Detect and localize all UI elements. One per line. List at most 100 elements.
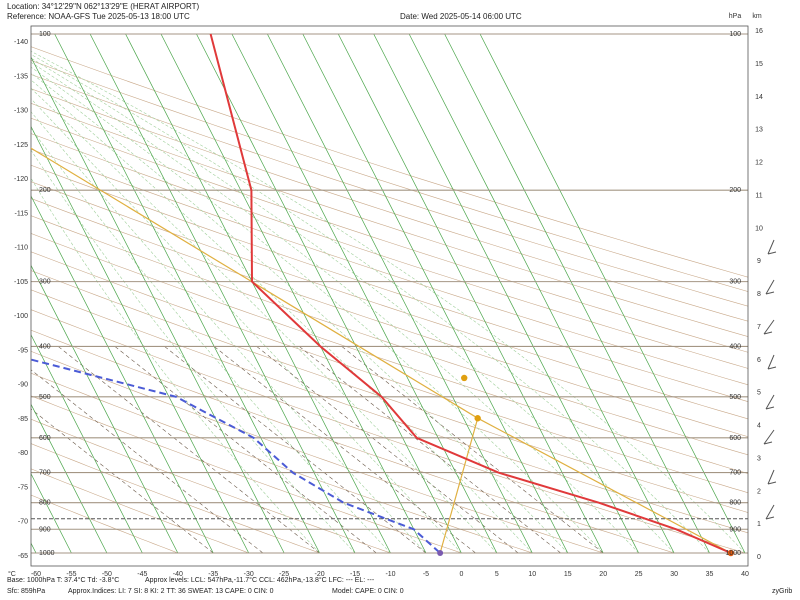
footer-levels: Approx levels: LCL: 547hPa,-11.7°C CCL: … <box>145 577 375 584</box>
height-tick-label: 5 <box>757 390 761 397</box>
height-tick-label: 6 <box>757 357 761 364</box>
dry-adiabat <box>31 46 748 278</box>
x-tick-label: 40 <box>741 571 749 578</box>
moist-adiabat <box>31 72 569 554</box>
wind-barb <box>763 319 775 335</box>
mixing-ratio-lines <box>31 346 604 554</box>
x-tick-label: -10 <box>385 571 395 578</box>
isotherm-line <box>444 33 710 554</box>
x-tick-label: -55 <box>66 571 76 578</box>
x-tick-label: -25 <box>279 571 289 578</box>
dry-adiabat <box>31 309 746 554</box>
x-tick-label: 20 <box>599 571 607 578</box>
date-label: Date: Wed 2025-05-14 06:00 UTC <box>400 12 522 21</box>
dry-adiabat <box>31 350 604 554</box>
wind-barb <box>765 394 775 410</box>
dry-adiabat <box>31 418 391 554</box>
dry-adiabats <box>31 46 748 554</box>
moist-adiabat <box>31 87 498 554</box>
x-tick-label: 25 <box>635 571 643 578</box>
isotherm-line <box>231 33 498 554</box>
x-tick-label: -35 <box>208 571 218 578</box>
left-temp-tick: -75 <box>18 484 28 491</box>
moist-adiabat <box>31 111 427 554</box>
height-tick-label: 13 <box>755 127 763 134</box>
height-tick-label: 4 <box>757 423 761 430</box>
pressure-label-right: 500 <box>729 394 741 401</box>
height-tick-label: 8 <box>757 291 761 298</box>
moist-adiabat <box>31 54 710 554</box>
footer-sfc: Sfc: 859hPa <box>7 588 46 595</box>
wind-barb <box>765 504 775 520</box>
left-temp-tick: -135 <box>14 73 28 80</box>
x-tick-label: 5 <box>495 571 499 578</box>
left-temp-tick: -125 <box>14 142 28 149</box>
wind-barb <box>765 279 775 295</box>
temp-unit-label: °C <box>8 570 16 578</box>
left-temp-tick: -80 <box>18 450 28 457</box>
left-temp-tick: -85 <box>18 416 28 423</box>
left-temp-tick: -100 <box>14 313 28 320</box>
left-temp-tick: -70 <box>18 519 28 526</box>
wind-barb <box>767 354 777 370</box>
parcel-marker <box>474 415 481 422</box>
dry-adiabat <box>31 102 748 337</box>
x-tick-label: -40 <box>173 571 183 578</box>
pressure-label-right: 400 <box>729 343 741 350</box>
temperature-line <box>209 33 732 554</box>
height-tick-label: 1 <box>757 521 761 528</box>
pressure-label-left: 500 <box>39 394 51 401</box>
isotherm-line <box>31 472 72 554</box>
x-tick-label: 0 <box>459 571 463 578</box>
dewpoint-line <box>31 358 441 554</box>
left-temp-tick: -115 <box>15 210 29 217</box>
x-tick-label: -30 <box>244 571 254 578</box>
mixing-ratio-line <box>31 408 214 554</box>
mixing-ratio-line <box>299 346 561 554</box>
moist-adiabat <box>31 128 391 554</box>
isotherm-line <box>89 33 356 554</box>
isotherm-line <box>479 33 746 554</box>
left-temp-tick: -90 <box>18 382 28 389</box>
left-temp-tick: -95 <box>18 347 28 354</box>
pressure-label-right: 1000 <box>725 550 741 557</box>
height-tick-label: 12 <box>755 160 763 167</box>
wind-barb <box>763 429 775 445</box>
parcel-markers <box>437 374 735 557</box>
mixing-ratio-line <box>213 346 476 554</box>
pressure-label-right: 700 <box>729 470 741 477</box>
parcel-line <box>31 147 732 554</box>
pressure-label-right: 100 <box>729 31 741 38</box>
dry-adiabat <box>31 74 748 307</box>
isotherm-line <box>196 33 462 554</box>
wind-barbs <box>763 239 777 520</box>
left-temp-tick: -105 <box>14 279 28 286</box>
dry-adiabat <box>31 395 462 554</box>
surface-dewpoint-marker <box>437 550 444 556</box>
x-tick-label: -60 <box>31 571 41 578</box>
dry-adiabat <box>31 270 748 513</box>
dry-adiabat <box>31 148 748 386</box>
moist-adiabats <box>31 50 746 554</box>
isotherm-line <box>31 56 285 554</box>
isotherm-line <box>0 34 1 553</box>
x-tick-label: -20 <box>315 571 325 578</box>
footer-model: Model: CAPE: 0 CIN: 0 <box>332 588 404 595</box>
isotherm-line <box>302 33 569 554</box>
mixing-ratio-line <box>341 346 604 554</box>
pressure-label-left: 900 <box>39 526 51 533</box>
dry-adiabat <box>31 233 748 474</box>
isotherm-line <box>31 195 214 554</box>
height-tick-label: 0 <box>757 554 761 561</box>
dry-adiabat <box>31 329 675 554</box>
isotherm-line <box>408 33 675 554</box>
height-tick-label: 9 <box>757 258 761 265</box>
dry-adiabat <box>31 164 748 402</box>
dry-adiabat <box>31 198 748 438</box>
pressure-label-left: 1000 <box>39 550 55 557</box>
moist-adiabat <box>31 98 462 554</box>
pressure-label-right: 300 <box>729 279 741 286</box>
height-tick-label: 3 <box>757 455 761 462</box>
brand-label: zyGrib <box>772 588 793 595</box>
hpa-unit-label: hPa <box>729 13 742 20</box>
